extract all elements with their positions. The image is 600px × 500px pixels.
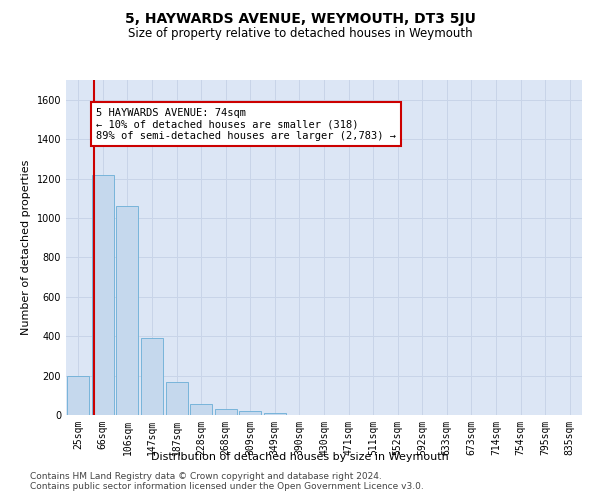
Bar: [215, 409, 237, 415]
Text: Contains public sector information licensed under the Open Government Licence v3: Contains public sector information licen…: [30, 482, 424, 491]
Text: 5, HAYWARDS AVENUE, WEYMOUTH, DT3 5JU: 5, HAYWARDS AVENUE, WEYMOUTH, DT3 5JU: [125, 12, 475, 26]
Bar: [239, 411, 262, 415]
Bar: [141, 338, 163, 415]
Text: Distribution of detached houses by size in Weymouth: Distribution of detached houses by size …: [151, 452, 449, 462]
Bar: [92, 174, 114, 415]
Bar: [67, 376, 89, 415]
Bar: [166, 382, 188, 415]
Bar: [116, 206, 139, 415]
Text: Contains HM Land Registry data © Crown copyright and database right 2024.: Contains HM Land Registry data © Crown c…: [30, 472, 382, 481]
Text: 5 HAYWARDS AVENUE: 74sqm
← 10% of detached houses are smaller (318)
89% of semi-: 5 HAYWARDS AVENUE: 74sqm ← 10% of detach…: [96, 108, 396, 141]
Text: Size of property relative to detached houses in Weymouth: Size of property relative to detached ho…: [128, 28, 472, 40]
Y-axis label: Number of detached properties: Number of detached properties: [21, 160, 31, 335]
Bar: [264, 413, 286, 415]
Bar: [190, 404, 212, 415]
